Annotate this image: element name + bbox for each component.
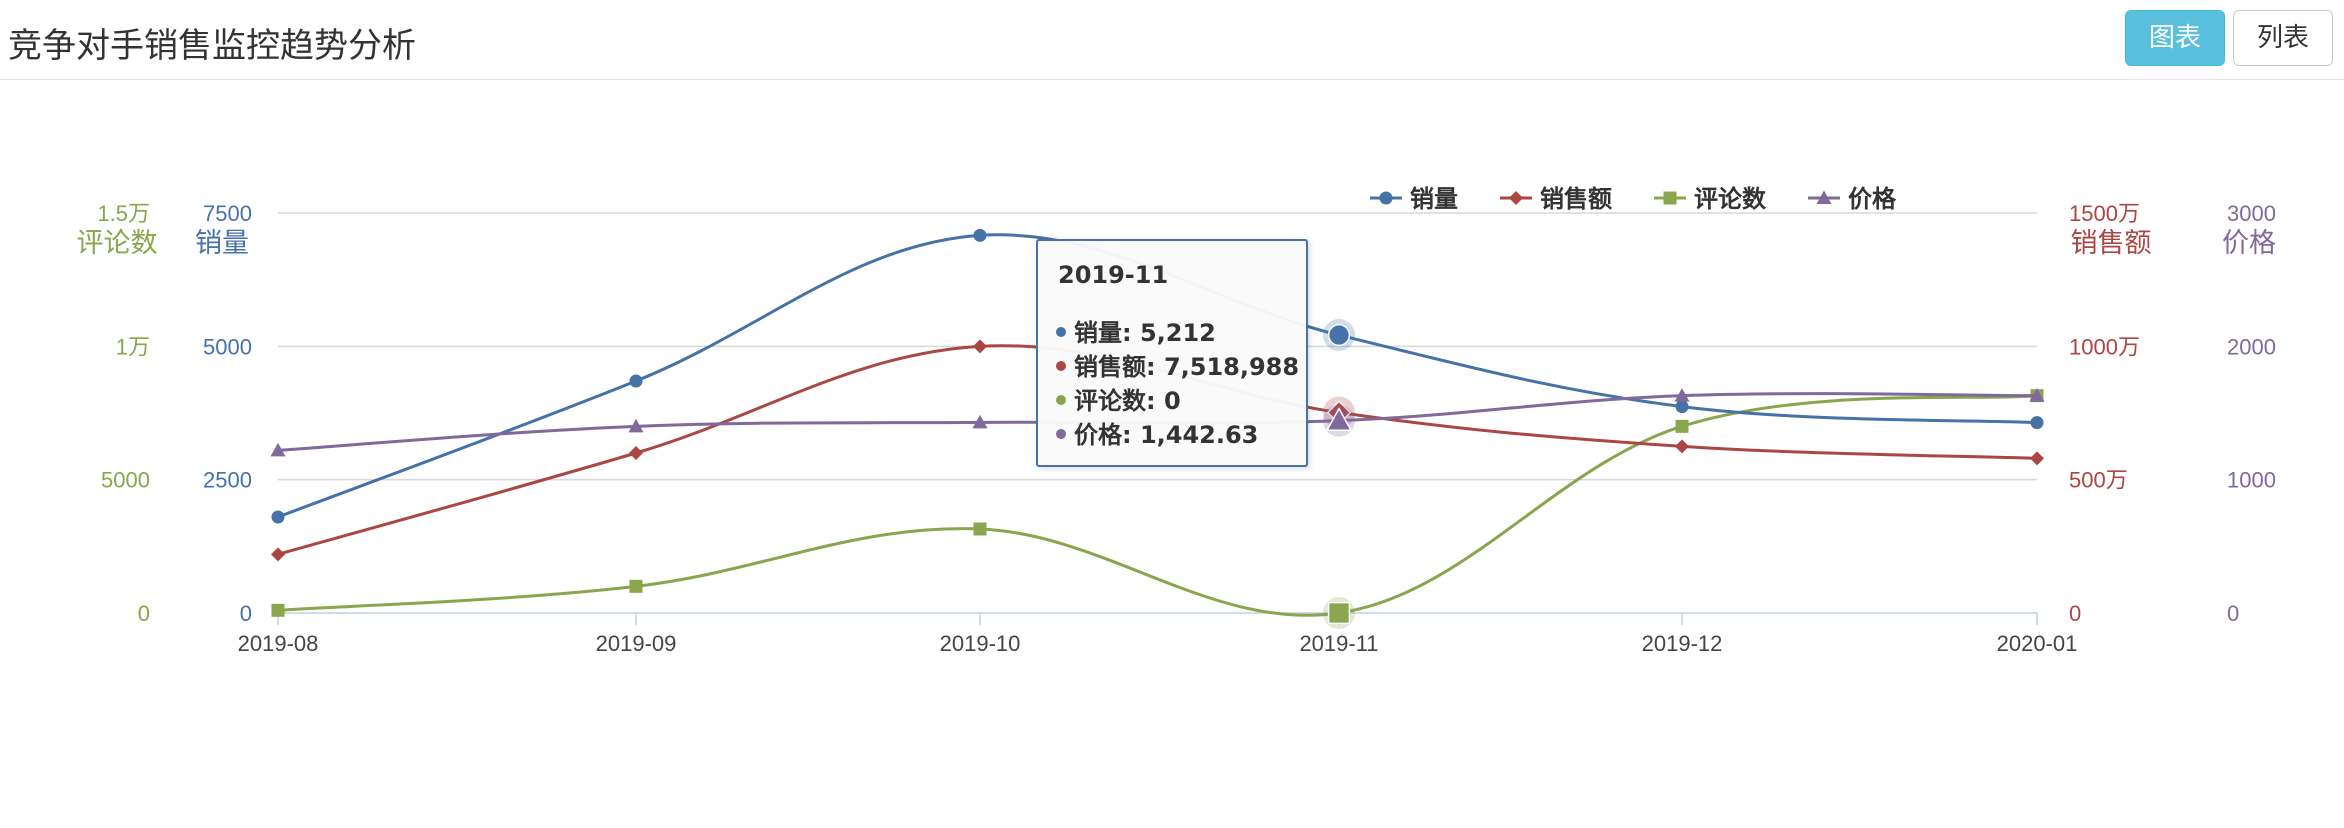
list-view-button[interactable]: 列表 [2233, 10, 2333, 66]
point-marker [629, 374, 643, 388]
y-tick-label: 0 [240, 601, 252, 626]
tooltip-title: 2019-11 [1058, 261, 1169, 289]
axis-title-price: 价格 [2222, 228, 2276, 259]
point-marker [973, 522, 987, 536]
point-marker [1327, 601, 1351, 625]
tooltip-row-price: 价格: 1,442.63 [1056, 415, 1258, 450]
legend[interactable]: 销量 销售额 评论数 价格 [1370, 185, 1897, 213]
legend-label: 销量 [1410, 185, 1458, 213]
point-marker [1509, 191, 1523, 205]
point-marker [2029, 388, 2045, 402]
y-tick-label: 1万 [116, 334, 150, 359]
chart-view-button[interactable]: 图表 [2125, 10, 2225, 66]
axis-title-sales-volume: 销量 [195, 228, 249, 259]
point-marker [972, 414, 988, 429]
tooltip-row-sales-volume: 销量: 5,212 [1056, 313, 1216, 348]
y-tick-label: 0 [138, 601, 150, 626]
point-marker [629, 446, 643, 460]
legend-item-reviews[interactable]: 评论数 [1654, 185, 1767, 213]
y-tick-label: 5000 [101, 468, 150, 493]
point-marker [1663, 191, 1677, 205]
legend-item-sales-amount[interactable]: 销售额 [1500, 185, 1612, 213]
point-marker [629, 579, 643, 593]
tooltip-row-text: 销售额: 7,518,988 [1074, 353, 1300, 381]
point-marker [1816, 190, 1832, 204]
x-tick-label: 2019-08 [238, 631, 319, 656]
y-tick-label: 0 [2069, 601, 2081, 626]
y-tick-label: 7500 [203, 201, 252, 226]
tooltip-row-reviews: 评论数: 0 [1056, 381, 1181, 416]
axis-title-sales-amount: 销售额 [2071, 228, 2152, 259]
y-tick-label: 5000 [203, 334, 252, 359]
x-tick-label: 2019-11 [1299, 631, 1378, 656]
axis-title-reviews: 评论数 [77, 228, 158, 259]
point-marker [271, 603, 285, 617]
page-title: 竞争对手销售监控趋势分析 [8, 26, 416, 66]
y-tick-label: 1.5万 [97, 201, 150, 226]
x-tick-label: 2019-12 [1642, 631, 1723, 656]
series-dot-icon [1056, 361, 1066, 371]
tooltip-row-text: 评论数: 0 [1074, 387, 1181, 415]
point-marker [1674, 388, 1690, 402]
y-tick-label: 1000 [2227, 468, 2276, 493]
tooltip-row-text: 价格: 1,442.63 [1074, 421, 1259, 449]
y-tick-label: 1000万 [2069, 334, 2140, 359]
point-marker [628, 418, 644, 433]
y-tick-label: 2000 [2227, 334, 2276, 359]
page-header: 竞争对手销售监控趋势分析 图表 列表 [0, 0, 2344, 80]
y-tick-label: 500万 [2069, 468, 2128, 493]
legend-item-price[interactable]: 价格 [1808, 185, 1897, 213]
point-marker [1675, 419, 1689, 433]
point-marker [271, 510, 285, 524]
y-tick-label: 3000 [2227, 201, 2276, 226]
axes: 2019-08 2019-09 2019-10 2019-11 2019-12 2020-… [77, 201, 2277, 656]
y-tick-label: 1500万 [2069, 201, 2140, 226]
point-marker [1325, 407, 1353, 431]
data-tooltip: 2019-11 销量: 5,212 销售额: 7,518,988 评论数: 0 … [1036, 239, 1308, 467]
tooltip-row-text: 销量: 5,212 [1074, 319, 1216, 347]
point-marker [1675, 439, 1689, 454]
series-dot-icon [1056, 395, 1066, 405]
x-tick-label: 2019-10 [940, 631, 1021, 656]
series-dot-icon [1056, 429, 1066, 439]
point-marker [270, 442, 286, 457]
point-marker [973, 228, 987, 242]
legend-item-sales-volume[interactable]: 销量 [1370, 185, 1458, 213]
point-marker [2030, 451, 2044, 466]
tooltip-row-sales-amount: 销售额: 7,518,988 [1056, 347, 1299, 382]
y-tick-label: 2500 [203, 468, 252, 493]
x-tick-label: 2020-01 [1997, 631, 2078, 656]
legend-label: 评论数 [1694, 185, 1767, 213]
point-marker [1379, 191, 1393, 205]
point-marker [973, 339, 987, 354]
legend-label: 销售额 [1540, 185, 1612, 213]
point-marker [2030, 416, 2044, 430]
legend-label: 价格 [1848, 185, 1897, 213]
y-tick-label: 0 [2227, 601, 2239, 626]
x-tick-label: 2019-09 [596, 631, 677, 656]
point-marker [1327, 323, 1351, 347]
point-marker [1675, 400, 1689, 414]
series-dot-icon [1056, 327, 1066, 337]
point-marker [271, 547, 285, 562]
